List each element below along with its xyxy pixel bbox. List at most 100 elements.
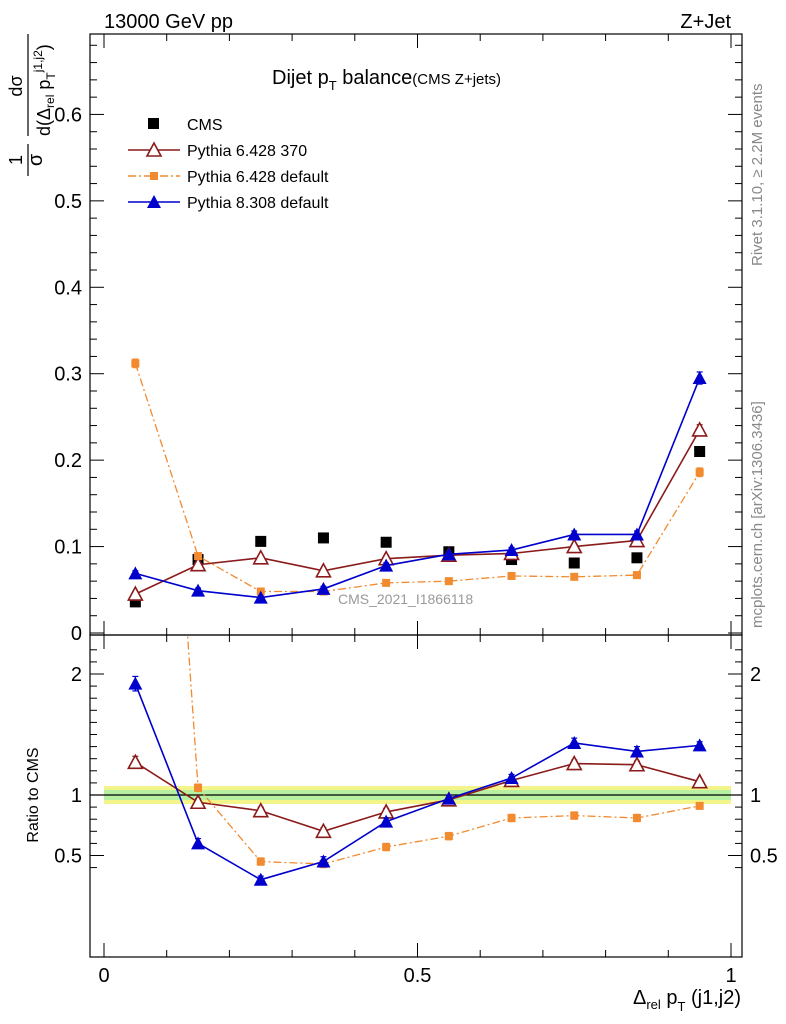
data-point-py8-default — [567, 735, 582, 749]
y-tick-label-main: 0 — [71, 623, 82, 645]
side-text-rivet: Rivet 3.1.10, ≥ 2.2M events — [749, 84, 766, 267]
data-point-py6-370 — [565, 754, 583, 771]
data-point-py6-370 — [127, 753, 144, 770]
data-point-py8-default — [629, 744, 644, 758]
analysis-watermark: CMS_2021_I1866118 — [338, 591, 473, 607]
data-point-cms — [317, 532, 329, 544]
series-py6-370 — [127, 753, 708, 839]
x-tick-label: 1 — [725, 965, 736, 987]
data-point-py6-370 — [628, 756, 646, 772]
data-point-py6-370 — [315, 822, 332, 839]
series-line-py6-default — [186, 635, 700, 865]
series-line-py6-default — [134, 363, 701, 593]
y-tick-label-ratio-right: 2 — [750, 664, 761, 686]
data-point-py8-default — [191, 836, 206, 850]
data-point-py6-370 — [189, 793, 207, 810]
data-point-py6-default — [570, 811, 579, 820]
series-py8-default — [128, 675, 707, 886]
data-point-cms — [129, 596, 141, 608]
data-point-py6-default — [131, 359, 140, 368]
data-point-py6-default — [632, 571, 641, 580]
svg-text:dσ: dσ — [6, 75, 26, 96]
data-point-py8-default — [253, 872, 268, 886]
data-point-py6-370 — [252, 549, 270, 565]
x-tick-label: 0.5 — [404, 965, 432, 987]
data-point-py8-default — [128, 676, 143, 690]
data-point-py6-370 — [189, 556, 207, 572]
data-point-py8-default — [379, 814, 394, 828]
data-point-py6-default — [194, 783, 203, 792]
plot-title: Dijet pT balance(CMS Z+jets) — [272, 67, 501, 93]
data-point-py6-370 — [565, 537, 583, 554]
svg-text:σ: σ — [25, 153, 47, 166]
data-point-cms — [255, 535, 267, 547]
data-point-py6-370 — [691, 773, 708, 789]
data-point-py6-default — [570, 572, 579, 581]
data-point-py8-default — [253, 590, 268, 604]
data-point-py6-default — [256, 857, 265, 866]
main-series-group — [127, 358, 708, 608]
legend-label-cms: CMS — [187, 117, 223, 134]
y-tick-label-ratio: 2 — [71, 664, 82, 686]
legend-marker-py6-370 — [145, 141, 163, 157]
data-point-py6-370 — [127, 585, 144, 601]
x-tick-label: 0 — [98, 965, 109, 987]
data-point-py8-default — [128, 566, 143, 580]
series-py6-370 — [127, 421, 708, 601]
data-point-py6-default — [695, 801, 704, 810]
data-point-py8-default — [379, 558, 394, 572]
series-line-py6-370 — [135, 429, 701, 595]
data-point-py6-default — [695, 468, 704, 477]
y-tick-label-ratio: 0.5 — [54, 846, 82, 868]
y-tick-label-main: 0.6 — [54, 104, 82, 126]
data-point-py8-default — [567, 527, 582, 541]
legend-marker-py8-default — [147, 195, 161, 208]
data-point-py8-default — [191, 583, 206, 597]
legend-label-py8-default: Pythia 8.308 default — [187, 195, 329, 212]
series-line-py8-default — [135, 377, 701, 599]
data-point-py8-default — [316, 854, 331, 868]
legend-marker-py6-default — [150, 172, 158, 180]
data-point-py6-370 — [252, 802, 270, 818]
data-point-py6-default — [444, 577, 453, 586]
y-tick-label-main: 0.3 — [54, 364, 82, 386]
data-point-py6-default — [444, 832, 453, 841]
legend-label-py6-370: Pythia 6.428 370 — [187, 143, 307, 160]
data-point-py6-370 — [691, 421, 708, 437]
data-point-py6-default — [632, 813, 641, 822]
y-tick-label-main: 0.2 — [54, 450, 82, 472]
series-py6-default — [186, 635, 704, 869]
legend: CMS Pythia 6.428 370 Pythia 6.428 defaul… — [128, 117, 329, 212]
side-text-mcplots: mcplots.cern.ch [arXiv:1306.3436] — [749, 401, 766, 628]
series-line-py8-default — [134, 683, 700, 881]
y-tick-label-main: 0.5 — [54, 191, 82, 213]
data-point-py8-default — [316, 581, 331, 595]
data-point-py6-default — [382, 843, 391, 852]
header-left: 13000 GeV pp — [104, 11, 233, 33]
x-axis-label: Δrel pT (j1,j2) — [633, 987, 741, 1014]
data-point-py8-default — [629, 527, 644, 541]
series-cms — [129, 446, 706, 608]
ratio-panel-frame — [89, 634, 743, 958]
y-tick-label-ratio-right: 1 — [750, 785, 761, 807]
y-tick-label-main: 0.4 — [54, 277, 82, 299]
data-point-py8-default — [441, 791, 456, 805]
legend-marker-cms — [148, 118, 159, 129]
data-point-cms — [380, 536, 392, 548]
y-tick-label-main: 0.1 — [54, 537, 82, 559]
svg-text:1: 1 — [6, 155, 26, 165]
svg-text:d(Δrel pTj1,j2): d(Δrel pTj1,j2) — [31, 44, 58, 136]
data-point-cms — [568, 557, 580, 569]
axes-group: 0 0.1 0.2 0.3 0.4 0.5 0.6 0 0.5 1 0.5 0.5 1 1 2 2 — [54, 34, 778, 987]
data-point-py8-default — [504, 771, 519, 785]
ratio-series-group — [127, 635, 708, 886]
y-axis-label-ratio: Ratio to CMS — [25, 747, 42, 842]
data-point-py8-default — [692, 371, 707, 385]
data-point-py8-default — [692, 738, 707, 752]
legend-label-py6-default: Pythia 6.428 default — [187, 169, 329, 186]
series-py8-default — [128, 371, 707, 604]
data-point-py6-default — [194, 552, 203, 561]
data-point-cms — [694, 446, 706, 457]
data-point-py8-default — [441, 547, 456, 561]
